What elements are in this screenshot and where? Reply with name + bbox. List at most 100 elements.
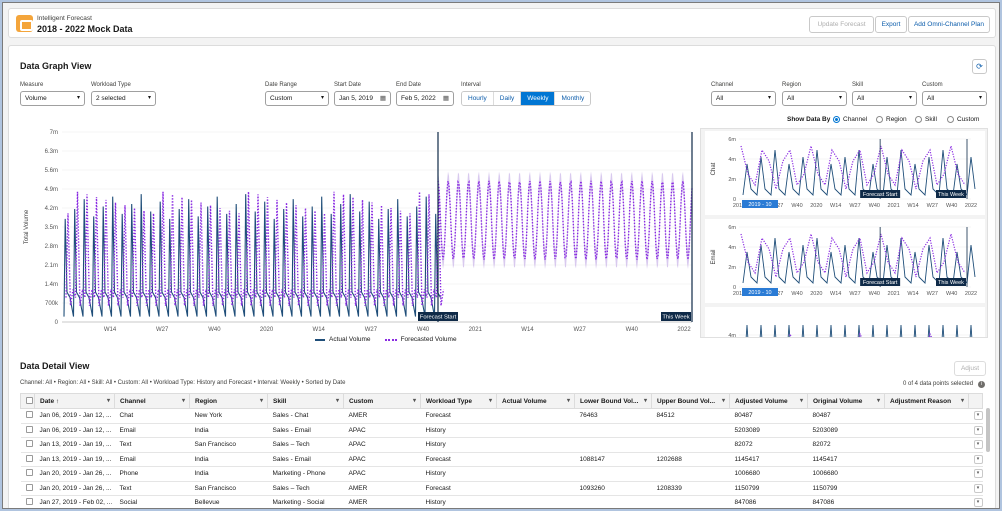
chevron-down-icon[interactable]: ▾ <box>412 398 416 404</box>
chevron-down-icon[interactable]: ▾ <box>973 454 983 464</box>
row-checkbox[interactable] <box>20 495 35 508</box>
interval-weekly[interactable]: Weekly <box>521 92 556 105</box>
x-tick-label: W40 <box>791 291 802 297</box>
channel-select[interactable]: All ▾ <box>711 91 776 106</box>
col-channel[interactable]: Channel ▾ <box>114 393 190 409</box>
interval-monthly[interactable]: Monthly <box>555 92 591 105</box>
col-skill[interactable]: Skill ▾ <box>267 393 344 409</box>
row-checkbox[interactable] <box>20 437 35 453</box>
add-omni-channel-plan-button[interactable]: Add Omni-Channel Plan <box>908 16 990 33</box>
table-cell: APAC <box>343 452 421 467</box>
chevron-down-icon[interactable]: ▾ <box>335 398 339 404</box>
table-cell: Jan 27, 2019 - Feb 02, ... <box>34 495 115 508</box>
col-custom[interactable]: Custom ▾ <box>343 393 421 409</box>
col-actual-volume[interactable]: Actual Volume ▾ <box>496 393 575 409</box>
table-cell: Forecast <box>420 408 497 424</box>
calendar-icon[interactable]: ▦ <box>442 95 449 102</box>
info-icon[interactable]: i <box>978 381 985 388</box>
region-select[interactable]: All ▾ <box>782 91 847 106</box>
interval-daily[interactable]: Daily <box>493 92 522 105</box>
chevron-down-icon[interactable]: ▾ <box>960 398 964 404</box>
col-adjusted-volume[interactable]: Adjusted Volume ▾ <box>729 393 808 409</box>
col-upper-bound[interactable]: Upper Bound Vol... ▾ <box>651 393 730 409</box>
table-scrollbar[interactable] <box>986 408 990 452</box>
col-date-label: Date <box>40 397 55 405</box>
x-tick-label: W14 <box>907 203 918 209</box>
radio-custom[interactable]: Custom <box>947 116 979 123</box>
start-date-input[interactable]: Jan 5, 2019 ▦ <box>334 91 391 106</box>
chevron-down-icon[interactable]: ▾ <box>259 398 263 404</box>
chevron-down-icon[interactable]: ▾ <box>106 398 110 404</box>
legend-actual[interactable]: Actual Volume <box>315 336 371 343</box>
table-cell: AMER <box>343 408 421 424</box>
table-row[interactable]: Jan 20, 2019 - Jan 26, ... Text San Franci… <box>20 481 983 496</box>
col-date[interactable]: Date ↑ ▾ <box>34 393 115 409</box>
chevron-down-icon[interactable]: ▾ <box>973 469 983 479</box>
table-cell: 1150799 <box>729 481 808 496</box>
row-checkbox[interactable] <box>20 452 35 467</box>
table-header-row: Date ↑ ▾ Channel ▾ Region ▾ Skill ▾ Custom ▾ … <box>20 393 983 409</box>
row-actions[interactable]: ▾ <box>968 408 983 424</box>
col-lower-bound[interactable]: Lower Bound Vol... ▾ <box>574 393 652 409</box>
hover-date-tag <box>742 200 778 208</box>
legend-forecast-label: Forecasted Volume <box>400 336 457 343</box>
chevron-down-icon[interactable]: ▾ <box>566 398 570 404</box>
table-row[interactable]: Jan 27, 2019 - Feb 02, ... Social Bellevue… <box>20 495 983 508</box>
adjust-button[interactable]: Adjust <box>954 361 986 376</box>
forecast-swatch <box>384 338 397 341</box>
col-original-volume[interactable]: Original Volume ▾ <box>807 393 885 409</box>
row-checkbox[interactable] <box>20 481 35 496</box>
chevron-down-icon[interactable]: ▾ <box>973 411 983 421</box>
chevron-down-icon[interactable]: ▾ <box>181 398 185 404</box>
interval-hourly[interactable]: Hourly <box>462 92 494 105</box>
workload-type-select[interactable]: 2 selected ▾ <box>91 91 156 106</box>
date-range-select[interactable]: Custom ▾ <box>265 91 329 106</box>
chevron-down-icon[interactable]: ▾ <box>876 398 880 404</box>
row-checkbox[interactable] <box>20 466 35 482</box>
custom-select[interactable]: All ▾ <box>922 91 987 106</box>
chevron-down-icon[interactable]: ▾ <box>721 398 725 404</box>
interval-toggle: Hourly Daily Weekly Monthly <box>461 91 592 106</box>
refresh-icon[interactable]: ⟳ <box>972 59 987 74</box>
table-cell <box>496 423 575 438</box>
chevron-down-icon[interactable]: ▾ <box>799 398 803 404</box>
row-actions[interactable]: ▾ <box>968 423 983 438</box>
legend-forecast[interactable]: Forecasted Volume <box>384 336 457 343</box>
radio-region[interactable]: Region <box>876 116 907 123</box>
row-checkbox[interactable] <box>20 408 35 424</box>
table-row[interactable]: Jan 13, 2019 - Jan 19, ... Email India Sale… <box>20 452 983 467</box>
chevron-down-icon[interactable]: ▾ <box>973 440 983 450</box>
radio-skill[interactable]: Skill <box>915 116 937 123</box>
row-checkbox[interactable] <box>20 423 35 438</box>
table-row[interactable]: Jan 13, 2019 - Jan 19, ... Text San Franci… <box>20 437 983 453</box>
export-button[interactable]: Export <box>875 16 907 33</box>
row-actions[interactable]: ▾ <box>968 452 983 467</box>
skill-select[interactable]: All ▾ <box>852 91 917 106</box>
col-region[interactable]: Region ▾ <box>189 393 268 409</box>
col-adjustment-reason-label: Adjustment Reason <box>890 397 952 405</box>
table-cell <box>884 437 969 453</box>
chevron-down-icon[interactable]: ▾ <box>973 425 983 435</box>
row-actions[interactable]: ▾ <box>968 481 983 496</box>
chevron-down-icon[interactable]: ▾ <box>488 398 492 404</box>
col-workload-type[interactable]: Workload Type ▾ <box>420 393 497 409</box>
calendar-icon[interactable]: ▦ <box>379 95 386 102</box>
row-actions[interactable]: ▾ <box>968 495 983 508</box>
chevron-down-icon[interactable]: ▾ <box>973 483 983 493</box>
row-actions[interactable]: ▾ <box>968 466 983 482</box>
end-date-input[interactable]: Feb 5, 2022 ▦ <box>396 91 454 106</box>
custom-value: All <box>927 95 935 102</box>
table-row[interactable]: Jan 06, 2019 - Jan 12, ... Email India Sale… <box>20 423 983 438</box>
table-cell: Sales – Tech <box>267 437 344 453</box>
row-actions[interactable]: ▾ <box>968 437 983 453</box>
chevron-down-icon[interactable]: ▾ <box>973 498 983 508</box>
radio-channel[interactable]: Channel <box>833 116 867 123</box>
measure-select[interactable]: Volume ▾ <box>20 91 85 106</box>
select-all-checkbox[interactable] <box>20 393 35 409</box>
update-forecast-button[interactable]: Update Forecast <box>809 16 874 33</box>
table-row[interactable]: Jan 06, 2019 - Jan 12, ... Chat New York Sa… <box>20 408 983 424</box>
chevron-down-icon[interactable]: ▾ <box>643 398 647 404</box>
col-adjustment-reason[interactable]: Adjustment Reason ▾ <box>884 393 969 409</box>
table-row[interactable]: Jan 20, 2019 - Jan 26, ... Phone India Mark… <box>20 466 983 482</box>
table-cell: APAC <box>343 437 421 453</box>
